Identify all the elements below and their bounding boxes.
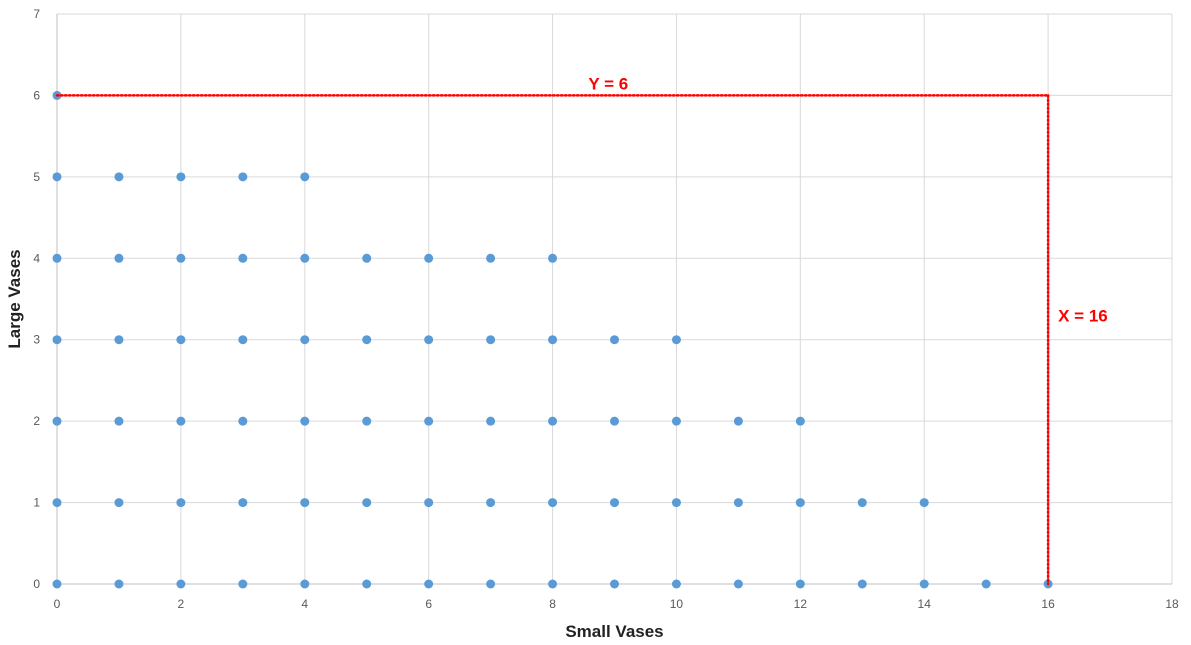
data-point	[114, 498, 124, 508]
data-point	[176, 579, 186, 589]
data-point	[52, 335, 62, 345]
data-point	[671, 416, 681, 426]
x-tick-label: 8	[549, 597, 556, 611]
x-tick-label: 4	[301, 597, 308, 611]
data-point	[238, 498, 248, 508]
data-point	[362, 253, 372, 263]
y-tick-label: 5	[33, 170, 40, 184]
data-point	[238, 253, 248, 263]
data-point	[176, 416, 186, 426]
data-point	[857, 498, 867, 508]
data-point	[238, 416, 248, 426]
data-point	[176, 253, 186, 263]
data-point	[733, 416, 743, 426]
y-tick-label: 0	[33, 577, 40, 591]
data-point	[857, 579, 867, 589]
y-tick-label: 7	[33, 7, 40, 21]
y-tick-label: 6	[33, 88, 40, 102]
x-axis-title: Small Vases	[565, 622, 663, 641]
data-point	[52, 253, 62, 263]
x-tick-label: 6	[425, 597, 432, 611]
data-point	[981, 579, 991, 589]
annotations: Y = 6 X = 16	[55, 74, 1108, 586]
data-point	[52, 172, 62, 182]
data-point	[362, 498, 372, 508]
data-point	[548, 335, 558, 345]
data-point	[610, 579, 619, 589]
data-point	[671, 498, 681, 508]
y-tick-label: 3	[33, 333, 40, 347]
data-point	[52, 579, 62, 589]
x-tick-label: 16	[1041, 597, 1055, 611]
data-point	[486, 579, 496, 589]
data-point	[610, 498, 619, 508]
data-point	[486, 253, 496, 263]
data-point	[362, 579, 372, 589]
x-tick-label: 14	[918, 597, 932, 611]
data-point	[52, 498, 62, 508]
x-equals-16-label: X = 16	[1058, 306, 1108, 325]
data-point	[176, 172, 186, 182]
data-point	[114, 335, 124, 345]
data-point	[486, 335, 496, 345]
data-point	[300, 498, 310, 508]
data-point	[300, 335, 310, 345]
data-point	[114, 253, 124, 263]
data-point	[238, 172, 248, 182]
data-point	[795, 579, 805, 589]
data-point	[424, 498, 434, 508]
data-point	[114, 579, 124, 589]
data-point	[548, 579, 558, 589]
data-point	[548, 253, 558, 263]
data-point	[733, 498, 743, 508]
x-tick-label: 18	[1165, 597, 1179, 611]
data-point	[300, 579, 310, 589]
data-point	[300, 253, 310, 263]
data-point	[238, 335, 248, 345]
data-point	[424, 253, 434, 263]
data-point	[52, 416, 62, 426]
data-point	[176, 335, 186, 345]
data-point	[362, 335, 372, 345]
data-point	[548, 416, 558, 426]
data-point	[300, 416, 310, 426]
data-points	[52, 90, 1053, 589]
data-point	[424, 416, 434, 426]
data-point	[114, 416, 124, 426]
y-equals-6-label: Y = 6	[588, 74, 628, 93]
y-axis-title: Large Vases	[5, 249, 24, 348]
data-point	[795, 416, 805, 426]
y-tick-label: 1	[33, 496, 40, 510]
data-point	[486, 416, 496, 426]
data-point	[362, 416, 372, 426]
data-point	[548, 498, 558, 508]
data-point	[733, 579, 743, 589]
y-tick-label: 4	[33, 251, 40, 265]
data-point	[919, 579, 929, 589]
data-point	[610, 416, 619, 426]
data-point	[486, 498, 496, 508]
data-point	[671, 335, 681, 345]
data-point	[424, 579, 434, 589]
x-tick-label: 0	[54, 597, 61, 611]
data-point	[610, 335, 619, 345]
data-point	[300, 172, 310, 182]
x-tick-label: 10	[670, 597, 684, 611]
y-tick-label: 2	[33, 414, 40, 428]
x-tick-label: 12	[794, 597, 808, 611]
data-point	[671, 579, 681, 589]
data-point	[114, 172, 124, 182]
data-point	[176, 498, 186, 508]
x-tick-label: 2	[178, 597, 185, 611]
data-point	[238, 579, 248, 589]
data-point	[424, 335, 434, 345]
data-point	[795, 498, 805, 508]
data-point	[919, 498, 929, 508]
